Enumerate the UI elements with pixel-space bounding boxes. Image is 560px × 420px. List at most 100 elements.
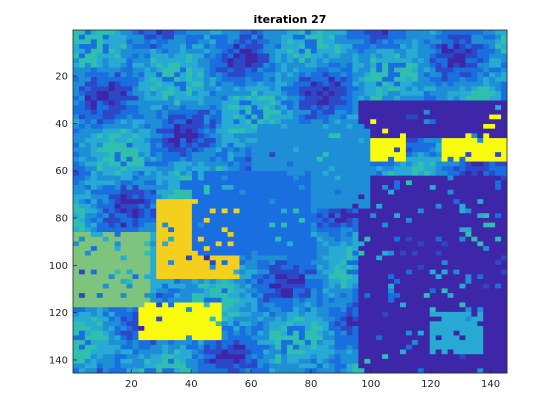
- heatmap-cell: [370, 30, 377, 36]
- heatmap-cell: [411, 189, 419, 195]
- heatmap-cell: [245, 279, 252, 285]
- heatmap-cell: [168, 67, 175, 73]
- heatmap-cell: [150, 91, 157, 97]
- heatmap-cell: [405, 335, 413, 341]
- heatmap-cell: [322, 255, 330, 261]
- heatmap-cell: [483, 67, 490, 73]
- heatmap-cell: [84, 260, 92, 266]
- heatmap-cell: [459, 138, 466, 144]
- heatmap-cell: [287, 142, 294, 148]
- heatmap-cell: [477, 180, 484, 186]
- heatmap-cell: [465, 255, 472, 261]
- heatmap-cell: [90, 114, 98, 120]
- heatmap-cell: [120, 81, 127, 87]
- heatmap-cell: [423, 123, 431, 130]
- heatmap-cell: [144, 152, 151, 158]
- heatmap-cell: [316, 321, 324, 327]
- heatmap-cell: [162, 208, 169, 214]
- heatmap-cell: [388, 264, 395, 271]
- heatmap-cell: [364, 274, 371, 280]
- heatmap-cell: [132, 311, 139, 318]
- heatmap-cell: [78, 213, 86, 219]
- heatmap-cell: [417, 222, 425, 228]
- heatmap-cell: [411, 95, 419, 101]
- heatmap-cell: [388, 34, 395, 40]
- heatmap-cell: [120, 241, 127, 247]
- heatmap-cell: [191, 39, 199, 45]
- heatmap-cell: [435, 250, 443, 256]
- heatmap-cell: [441, 246, 448, 252]
- heatmap-cell: [304, 288, 312, 294]
- heatmap-cell: [477, 114, 484, 120]
- heatmap-cell: [281, 170, 288, 177]
- heatmap-cell: [287, 76, 294, 83]
- heatmap-cell: [102, 91, 110, 97]
- heatmap-cell: [233, 119, 240, 125]
- heatmap-cell: [334, 170, 341, 177]
- heatmap-cell: [78, 152, 86, 158]
- heatmap-cell: [156, 307, 163, 313]
- heatmap-cell: [358, 311, 365, 318]
- heatmap-cell: [251, 114, 258, 120]
- heatmap-cell: [251, 53, 258, 59]
- heatmap-cell: [465, 330, 472, 336]
- heatmap-cell: [417, 194, 425, 200]
- heatmap-cell: [459, 208, 466, 214]
- heatmap-cell: [352, 39, 359, 45]
- heatmap-cell: [209, 283, 217, 289]
- heatmap-cell: [96, 72, 104, 78]
- heatmap-cell: [310, 123, 318, 130]
- heatmap-cell: [174, 114, 181, 120]
- heatmap-cell: [429, 297, 437, 303]
- heatmap-cell: [281, 326, 288, 332]
- heatmap-cell: [108, 311, 116, 318]
- heatmap-cell: [495, 48, 502, 54]
- heatmap-cell: [310, 260, 318, 266]
- heatmap-cell: [269, 302, 276, 308]
- heatmap-cell: [257, 152, 264, 158]
- heatmap-cell: [168, 30, 175, 36]
- heatmap-cell: [209, 48, 217, 54]
- heatmap-cell: [126, 340, 133, 346]
- heatmap-cell: [382, 297, 389, 303]
- heatmap-cell: [364, 34, 371, 40]
- heatmap-cell: [292, 189, 300, 195]
- heatmap-cell: [281, 30, 288, 36]
- heatmap-cell: [84, 147, 92, 153]
- heatmap-cell: [394, 185, 401, 191]
- heatmap-cell: [411, 307, 419, 313]
- heatmap-cell: [405, 147, 413, 153]
- heatmap-cell: [298, 283, 306, 289]
- heatmap-cell: [483, 39, 490, 45]
- heatmap-cell: [73, 152, 80, 158]
- heatmap-cell: [108, 203, 116, 209]
- heatmap-cell: [227, 109, 234, 115]
- heatmap-cell: [138, 180, 145, 186]
- heatmap-cell: [346, 330, 353, 336]
- heatmap-cell: [292, 76, 300, 83]
- heatmap-cell: [191, 170, 199, 177]
- heatmap-cell: [322, 222, 330, 228]
- heatmap-cell: [399, 335, 407, 341]
- heatmap-cell: [263, 288, 270, 294]
- heatmap-cell: [132, 166, 139, 172]
- heatmap-cell: [328, 48, 335, 54]
- heatmap-cell: [328, 326, 335, 332]
- heatmap-cell: [263, 326, 270, 332]
- heatmap-cell: [364, 91, 371, 97]
- heatmap-cell: [90, 53, 98, 59]
- heatmap-cell: [399, 307, 407, 313]
- heatmap-cell: [114, 58, 121, 64]
- heatmap-cell: [328, 100, 335, 106]
- heatmap-cell: [304, 274, 312, 280]
- heatmap-cell: [405, 279, 413, 285]
- heatmap-cell: [388, 321, 395, 327]
- heatmap-cell: [73, 194, 80, 200]
- heatmap-cell: [304, 123, 312, 130]
- heatmap-cell: [376, 302, 383, 308]
- heatmap-cell: [453, 72, 460, 78]
- heatmap-cell: [180, 58, 187, 64]
- heatmap-cell: [191, 72, 199, 78]
- heatmap-cell: [180, 335, 187, 341]
- heatmap-cell: [156, 297, 163, 303]
